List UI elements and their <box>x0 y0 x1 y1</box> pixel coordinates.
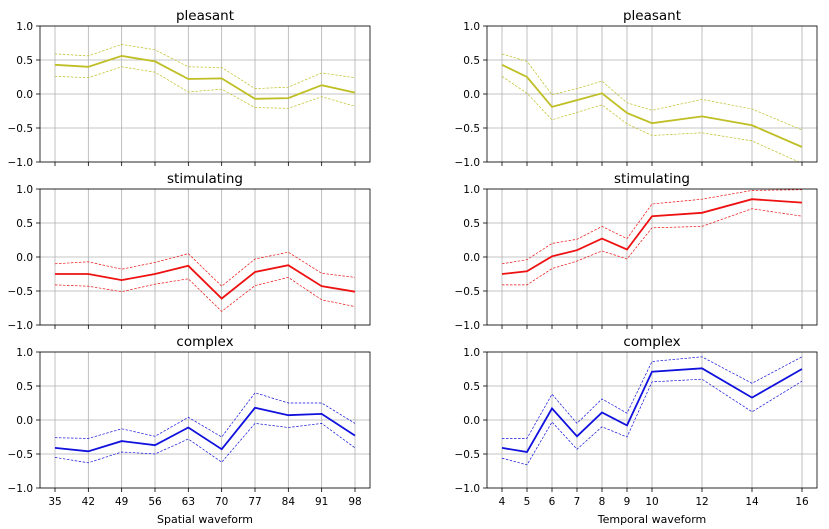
x-tick-label: 98 <box>348 496 361 508</box>
lower-bound-line <box>54 66 356 109</box>
y-tick-label: −0.5 <box>8 449 34 461</box>
panel-title: complex <box>623 334 680 350</box>
x-tick-label: 10 <box>645 496 658 508</box>
plot-frame <box>486 188 818 326</box>
y-tick-label: −1.0 <box>455 483 481 495</box>
y-tick-label: 1.0 <box>16 184 33 196</box>
x-tick-label: 12 <box>695 496 708 508</box>
y-tick-label: 0.0 <box>463 89 480 101</box>
y-tick-label: −1.0 <box>8 320 34 332</box>
lower-bound-line <box>54 423 356 464</box>
y-tick-label: 0.0 <box>16 252 33 264</box>
x-tick-label: 35 <box>48 496 61 508</box>
y-tick-label: −0.5 <box>455 123 481 135</box>
y-tick-label: 1.0 <box>463 184 480 196</box>
y-tick-label: 0.5 <box>463 381 480 393</box>
series-group <box>501 356 803 466</box>
chart-panel-right-bottom: 1.0 0.5 0.0 −0.5 −1.0 4 5 6 7 8 9 10 12 14 16 complex Te… <box>455 334 818 526</box>
x-axis-label: Temporal waveform <box>597 513 707 526</box>
y-tick-label: −1.0 <box>8 483 34 495</box>
x-tick-label: 9 <box>624 496 631 508</box>
lower-bound-line <box>502 208 803 286</box>
chart-panel-right-top: 1.0 0.5 0.0 −0.5 −1.0 pleasant <box>455 8 818 169</box>
panel-title: pleasant <box>623 8 681 24</box>
mean-line <box>501 367 803 453</box>
upper-bound-line <box>54 392 356 439</box>
x-tick-label: 91 <box>315 496 328 508</box>
y-tick-label: 0.5 <box>16 55 33 67</box>
y-tick-label: 1.0 <box>16 21 33 33</box>
series-group <box>501 53 803 162</box>
panel-title: complex <box>176 334 233 350</box>
chart-panel-left-middle: 1.0 0.5 0.0 −0.5 −1.0 stimulating <box>8 171 371 332</box>
x-tick-label: 7 <box>574 496 581 508</box>
plot-frame <box>39 25 371 163</box>
plot-frame <box>39 188 371 326</box>
y-tick-label: −0.5 <box>455 286 481 298</box>
y-tick-label: 1.0 <box>463 21 480 33</box>
series-group <box>54 44 356 109</box>
series-group <box>54 392 356 464</box>
upper-bound-line <box>501 189 803 265</box>
y-tick-label: −0.5 <box>8 123 34 135</box>
y-tick-label: −1.0 <box>455 157 481 169</box>
panel-title: pleasant <box>176 8 234 24</box>
lower-bound-line <box>501 76 800 162</box>
y-tick-label: 1.0 <box>463 347 480 359</box>
lower-bound-line <box>54 277 356 312</box>
upper-bound-line <box>54 251 356 287</box>
plot-frame <box>486 25 818 163</box>
x-tick-label: 4 <box>499 496 506 508</box>
x-tick-label: 16 <box>795 496 809 508</box>
upper-bound-line <box>54 44 356 89</box>
y-tick-label: 0.5 <box>463 55 480 67</box>
x-tick-label: 8 <box>599 496 606 508</box>
upper-bound-line <box>502 356 803 439</box>
plot-frame <box>39 351 371 489</box>
y-tick-label: 0.5 <box>463 218 480 230</box>
mean-line <box>501 198 803 275</box>
x-axis-label: Spatial waveform <box>157 513 253 526</box>
x-tick-label: 70 <box>215 496 228 508</box>
y-tick-label: −0.5 <box>455 449 481 461</box>
y-tick-label: 0.5 <box>16 218 33 230</box>
x-tick-label: 63 <box>182 496 195 508</box>
x-tick-label: 6 <box>549 496 556 508</box>
mean-line <box>501 63 803 148</box>
mean-line <box>54 54 356 100</box>
mean-line <box>54 406 356 453</box>
x-tick-label: 77 <box>248 496 261 508</box>
y-tick-label: 0.0 <box>16 415 33 427</box>
x-tick-label: 56 <box>148 496 162 508</box>
x-tick-label: 14 <box>745 496 759 508</box>
y-tick-label: −1.0 <box>455 320 481 332</box>
mean-line <box>55 264 356 300</box>
y-tick-label: −1.0 <box>8 157 34 169</box>
plot-frame <box>486 351 818 489</box>
upper-bound-line <box>501 53 803 131</box>
series-group <box>501 189 803 286</box>
x-tick-label: 84 <box>282 496 296 508</box>
x-tick-label: 42 <box>82 496 95 508</box>
panel-title: stimulating <box>614 171 690 187</box>
panel-title: stimulating <box>167 171 243 187</box>
chart-panel-right-middle: 1.0 0.5 0.0 −0.5 −1.0 stimulating <box>455 171 818 332</box>
y-tick-label: 0.0 <box>463 252 480 264</box>
series-group <box>54 251 356 312</box>
x-tick-label: 5 <box>524 496 531 508</box>
chart-panel-left-top: 1.0 0.5 0.0 −0.5 −1.0 pleasant <box>8 8 371 169</box>
lower-bound-line <box>501 378 803 466</box>
y-tick-label: 0.0 <box>463 415 480 427</box>
y-tick-label: 1.0 <box>16 347 33 359</box>
x-tick-label: 49 <box>115 496 128 508</box>
y-tick-label: 0.5 <box>16 381 33 393</box>
chart-panel-left-bottom: 1.0 0.5 0.0 −0.5 −1.0 35 42 49 56 63 70 77 84 91 98 com… <box>8 334 371 526</box>
y-tick-label: 0.0 <box>16 89 33 101</box>
y-tick-label: −0.5 <box>8 286 34 298</box>
